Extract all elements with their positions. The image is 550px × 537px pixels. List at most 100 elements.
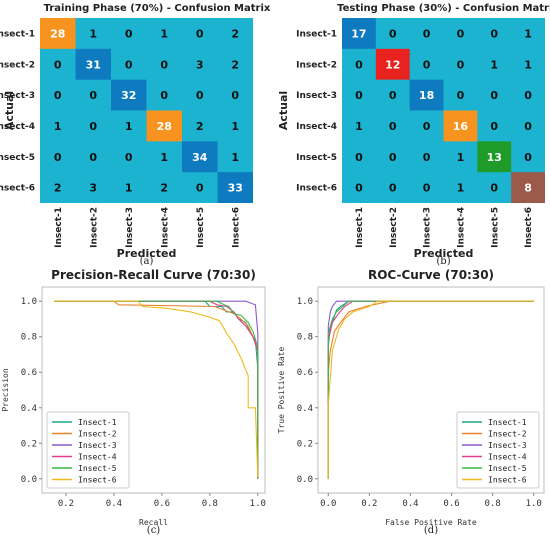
cell-value: 1	[355, 120, 363, 133]
col-tick-label: Insect-3	[423, 207, 433, 248]
x-tick-label: 0.4	[106, 499, 122, 509]
cell-value: 2	[54, 182, 62, 195]
x-tick-label: 0.2	[361, 499, 377, 509]
x-tick-label: 0.6	[154, 499, 170, 509]
cell-value: 0	[89, 120, 97, 133]
x-tick-label: 1.0	[526, 499, 542, 509]
cell-value: 1	[54, 120, 62, 133]
cell-value: 0	[54, 151, 62, 164]
series-line-insect-5	[327, 300, 534, 479]
cell-value: 0	[457, 58, 465, 71]
row-tick-label: Insect-6	[0, 184, 35, 194]
x-tick-label: 0.6	[443, 499, 459, 509]
precision-recall-plot: 0.2 0.4 0.6 0.8 1.0 0.0 0.2 0.4 0.6 0.8 1.0 Insect-…	[21, 286, 266, 509]
cell-value: 1	[457, 151, 465, 164]
cell-value: 32	[121, 89, 136, 102]
cell-value: 0	[423, 151, 431, 164]
cell-value: 0	[196, 27, 204, 40]
col-tick-label: Insect-1	[54, 207, 64, 248]
cell-value: 0	[457, 27, 465, 40]
chart-title: Testing Phase (30%) - Confusion Matrix	[337, 3, 550, 14]
cell-value: 17	[351, 27, 366, 40]
cell-value: 0	[355, 58, 363, 71]
y-axis-label: Actual	[277, 91, 290, 130]
series-line-insect-4	[54, 300, 259, 479]
col-tick-label: Insect-6	[231, 207, 241, 248]
roc-plot: 0.0 0.2 0.4 0.6 0.8 1.0 0.0 0.2 0.4 0.6 0.8 1.0 Inse…	[297, 286, 545, 509]
cell-value: 1	[231, 120, 239, 133]
cell-value: 1	[524, 58, 532, 71]
cell-value: 0	[160, 58, 168, 71]
legend-box	[456, 411, 540, 489]
heatmap-cell-diagonal	[146, 110, 182, 142]
cell-value: 0	[389, 182, 397, 195]
heatmap-cell-diagonal	[111, 79, 147, 111]
cell-value: 33	[228, 182, 243, 195]
legend-label: Insect-1	[488, 418, 527, 427]
legend-label: Insect-5	[488, 464, 527, 473]
y-tick-label: 0.2	[297, 439, 313, 449]
cell-value: 0	[125, 151, 133, 164]
legend-label: Insect-1	[78, 418, 117, 427]
cell-value: 0	[524, 151, 532, 164]
cell-value: 8	[524, 182, 532, 195]
y-tick-label: 1.0	[297, 297, 313, 307]
col-tick-label: Insect-2	[89, 207, 99, 248]
cell-value: 0	[457, 89, 465, 102]
cell-value: 1	[160, 151, 168, 164]
cell-value: 0	[89, 89, 97, 102]
x-tick-label: 0.8	[202, 499, 218, 509]
cell-value: 0	[490, 89, 498, 102]
y-tick-label: 0.0	[297, 475, 313, 485]
cell-value: 1	[490, 58, 498, 71]
row-tick-label: Insect-6	[296, 184, 337, 194]
cell-value: 0	[231, 89, 239, 102]
heatmap-cell-diagonal	[342, 18, 376, 49]
y-axis-label: True Positive Rate	[277, 346, 286, 433]
cell-value: 12	[385, 58, 400, 71]
cell-value: 0	[54, 58, 62, 71]
series-line-insect-5	[54, 300, 259, 479]
heatmap-cell-diagonal	[75, 48, 111, 80]
cell-value: 1	[125, 182, 133, 195]
y-tick-label: 0.2	[21, 439, 37, 449]
heatmap-cell-diagonal	[182, 141, 218, 173]
col-tick-label: Insect-4	[456, 207, 466, 248]
cell-value: 1	[125, 120, 133, 133]
cell-value: 0	[389, 151, 397, 164]
cell-value: 28	[157, 120, 172, 133]
row-tick-label: Insect-1	[0, 29, 35, 39]
chart-title: ROC-Curve (70:30)	[368, 268, 494, 282]
y-axis-label: Precision	[1, 368, 10, 412]
heatmap-cell-diagonal	[217, 172, 253, 203]
y-tick-label: 0.6	[297, 368, 313, 378]
y-tick-label: 0.8	[297, 333, 313, 343]
cell-value: 0	[490, 27, 498, 40]
heatmap-cell-diagonal	[477, 141, 512, 173]
legend-label: Insect-3	[488, 441, 527, 450]
panel-caption: (c)	[147, 525, 161, 536]
y-tick-label: 0.6	[21, 368, 37, 378]
legend-label: Insect-6	[488, 476, 527, 485]
y-tick-label: 1.0	[21, 297, 37, 307]
x-axis-label: False Positive Rate	[385, 518, 477, 527]
cell-value: 0	[389, 27, 397, 40]
cell-value: 0	[355, 151, 363, 164]
x-tick-label: 1.0	[250, 499, 266, 509]
cell-value: 0	[355, 182, 363, 195]
x-tick-label: 0.0	[320, 499, 336, 509]
confusion-matrix-training: 28 1 0 1 0 20 31 0 0 3 20 0 32 0 0 01 0 1 28 2 10 0 0 1 34 12 3 1 2 0…	[0, 18, 253, 248]
series-line-insect-6	[54, 300, 259, 478]
cell-value: 0	[196, 89, 204, 102]
row-tick-label: Insect-5	[0, 153, 35, 163]
cell-value: 3	[196, 58, 204, 71]
legend-label: Insect-4	[488, 453, 527, 462]
series-line-insect-2	[327, 300, 534, 479]
cell-value: 0	[389, 89, 397, 102]
cell-value: 0	[524, 89, 532, 102]
heatmap-cell-diagonal	[409, 79, 444, 111]
cell-value: 1	[231, 151, 239, 164]
cell-value: 1	[524, 27, 532, 40]
cell-value: 0	[160, 89, 168, 102]
